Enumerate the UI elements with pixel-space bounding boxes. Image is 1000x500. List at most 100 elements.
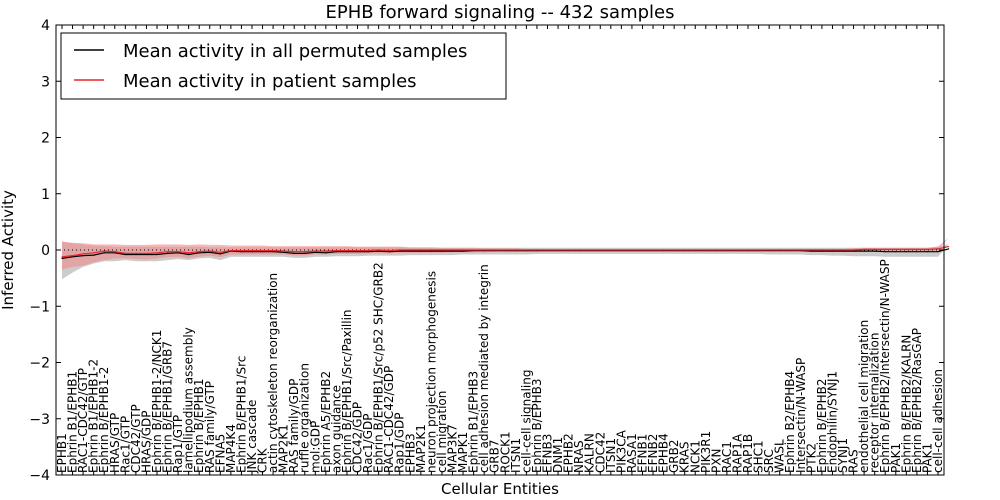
x-tick-label: GRB2 xyxy=(667,439,681,473)
data-point xyxy=(800,249,802,251)
data-point xyxy=(937,251,939,253)
x-tick-label: KRAS xyxy=(678,441,692,473)
data-point xyxy=(304,252,306,254)
data-point xyxy=(504,249,506,251)
data-point xyxy=(82,255,84,257)
confidence-bands xyxy=(62,237,949,280)
x-tick-label: RAS family/GTP xyxy=(203,381,217,473)
data-point xyxy=(188,252,190,254)
data-point xyxy=(747,249,749,251)
x-tick-label: Ephrin B/EPHB1/Src xyxy=(234,356,248,473)
x-tick-label: Ephrin A5/EPHB2 xyxy=(319,371,333,473)
y-tick-label: 4 xyxy=(41,18,50,34)
data-point xyxy=(948,246,950,248)
x-tick-label: axon guidance xyxy=(329,385,343,473)
x-tick-label: mol:GDP xyxy=(308,421,322,473)
x-tick-label: CDC42/GDP xyxy=(351,402,365,473)
x-tick-label: Endophilin/SYNJ1 xyxy=(826,371,840,473)
data-point xyxy=(82,253,84,255)
data-point xyxy=(240,250,242,252)
x-tick-label: PIK3CA xyxy=(614,429,628,473)
data-point xyxy=(114,251,116,253)
x-tick-label: Ephrin B/EPHB1-2/NCK1 xyxy=(150,330,164,473)
data-point xyxy=(905,251,907,253)
data-point xyxy=(810,249,812,251)
x-tick-label: HRAS/GDP xyxy=(139,410,153,473)
x-tick-label: WASL xyxy=(773,439,787,473)
data-point xyxy=(314,250,316,252)
x-axis-label: Cellular Entities xyxy=(441,480,559,498)
y-tick-label: 0 xyxy=(41,243,50,259)
data-point xyxy=(420,250,422,252)
data-point xyxy=(356,250,359,252)
data-point xyxy=(188,253,190,256)
y-tick-label: −1 xyxy=(29,299,50,315)
data-point xyxy=(821,250,823,252)
data-point xyxy=(230,250,232,252)
data-point xyxy=(378,250,380,252)
x-tick-label: Ephrin B/EPHB2/RasGAP xyxy=(910,328,924,473)
x-tick-label: ROCK1 xyxy=(498,431,512,473)
x-tick-label: PTK2 xyxy=(804,443,818,473)
data-point xyxy=(441,249,443,251)
data-point xyxy=(367,251,369,253)
x-tick-label: EPHB4 xyxy=(657,433,671,473)
legend-label-patient: Mean activity in patient samples xyxy=(123,71,417,92)
x-tick-label: receptor internalization xyxy=(868,333,882,473)
data-point xyxy=(842,249,844,251)
data-point xyxy=(758,249,760,251)
x-tick-label: endothelial cell migration xyxy=(857,320,871,473)
data-point xyxy=(694,249,696,251)
data-point xyxy=(251,250,253,252)
data-point xyxy=(726,249,728,251)
x-tick-label: SRC xyxy=(762,449,776,473)
data-point xyxy=(61,256,63,258)
y-tick-label: 3 xyxy=(41,74,50,90)
y-axis-ticks: −4 −3 −2 −1 0 1 2 3 4 xyxy=(29,18,944,484)
x-tick-label: ITSN1 xyxy=(509,438,523,473)
x-tick-label: Rac1/GTP xyxy=(118,416,132,473)
band-series-1 xyxy=(62,237,949,270)
x-tick-label: MAP3K7 xyxy=(446,424,460,473)
data-point xyxy=(768,249,770,251)
x-tick-label: Ephrin B1/EPHB3 xyxy=(467,371,481,473)
x-tick-label: NCK1 xyxy=(688,440,702,473)
x-tick-label: MAP2K1 xyxy=(414,424,428,473)
data-point xyxy=(641,249,644,251)
plot-frame xyxy=(55,24,945,476)
data-point xyxy=(409,250,411,252)
data-point xyxy=(388,251,390,253)
data-point xyxy=(261,250,264,252)
data-point xyxy=(367,250,369,252)
data-point xyxy=(451,250,454,252)
data-point xyxy=(937,248,939,250)
data-point xyxy=(156,252,158,254)
data-point xyxy=(863,250,865,252)
x-tick-label: Ephrin B2/EPHB4 xyxy=(783,371,797,473)
data-point xyxy=(831,250,834,252)
x-tick-label: CRK xyxy=(256,447,270,473)
x-tick-label: EPHB2 xyxy=(562,433,576,473)
x-tick-label: Ephrin B1/EPHB1-2 xyxy=(87,359,101,473)
data-point xyxy=(135,252,137,254)
y-tick-label: −4 xyxy=(29,468,50,484)
data-point xyxy=(874,250,876,252)
x-tick-label: CDC42 xyxy=(593,432,607,473)
data-point xyxy=(335,250,337,252)
data-point xyxy=(610,249,612,251)
x-tick-label: MAP2K1 xyxy=(277,424,291,473)
data-point xyxy=(356,251,359,253)
data-point xyxy=(842,250,844,252)
data-point xyxy=(124,252,126,254)
legend-box xyxy=(60,32,507,100)
data-point xyxy=(578,249,580,251)
data-point xyxy=(166,252,169,254)
x-tick-label: cell adhesion mediated by integrin xyxy=(477,264,491,473)
data-point xyxy=(789,249,791,251)
data-point xyxy=(895,248,897,250)
data-point xyxy=(515,249,517,251)
x-tick-label: Ephrin B/EPHB1/GRB7 xyxy=(161,341,175,473)
x-tick-label: DNM1 xyxy=(551,437,565,473)
data-point xyxy=(494,249,496,251)
